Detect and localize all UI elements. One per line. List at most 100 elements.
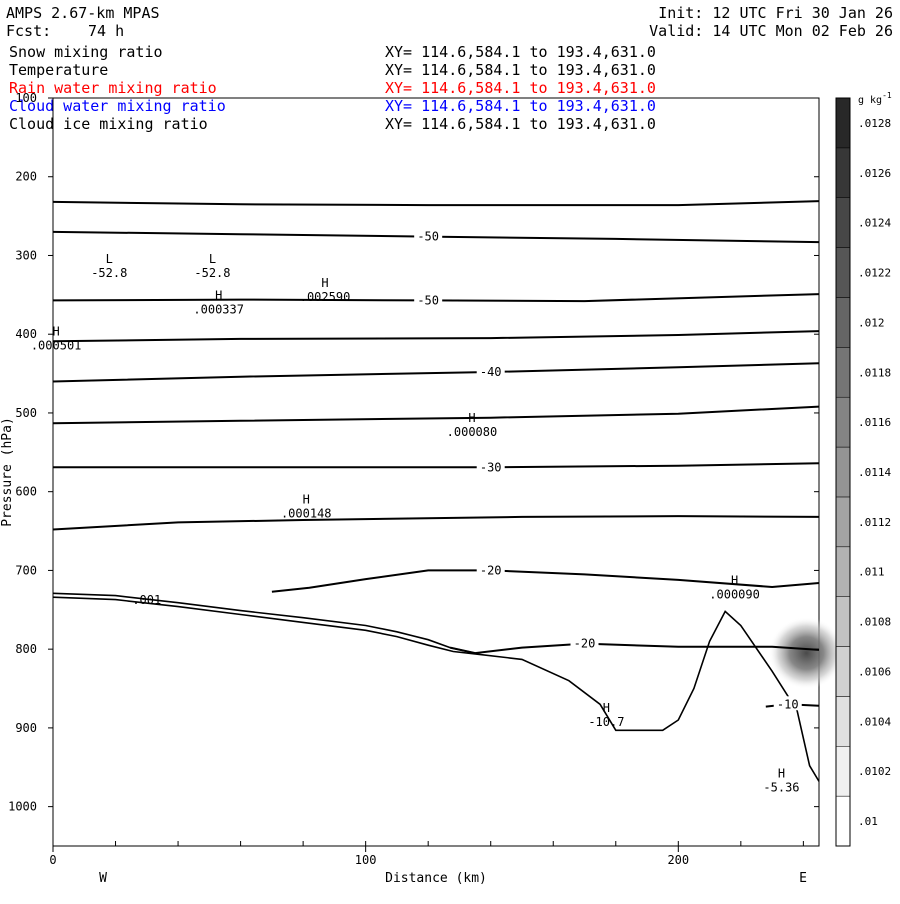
colorbar-tick-12: .0124 [858, 217, 891, 230]
field-xy-0: XY= 114.6,584.1 to 193.4,631.0 [385, 43, 656, 61]
y-tick-label-0: 100 [15, 91, 37, 105]
contour-label-bg-10 [773, 696, 802, 711]
extremum-value-3: .002590 [300, 290, 351, 304]
colorbar-tick-3: .0106 [858, 665, 891, 678]
colorbar-tick-11: .0122 [858, 267, 891, 280]
extremum-value-7: .000090 [709, 587, 760, 601]
colorbar-bin-8 [835, 396, 851, 448]
x-axis: 0 100 200 [49, 841, 804, 867]
colorbar-tick-14: .0128 [858, 117, 891, 130]
terrain-contours [52, 592, 820, 782]
colorbar-bin-11 [835, 247, 851, 298]
extremum-value-9: -10.7 [588, 715, 624, 729]
forecast-value: 74 h [88, 22, 124, 40]
field-xy-1: XY= 114.6,584.1 to 193.4,631.0 [385, 61, 656, 79]
temperature-contour-3 [52, 330, 820, 343]
contour-label-8: -20 [480, 563, 502, 577]
field-name-0: Snow mixing ratio [9, 43, 163, 61]
colorbar-tick-9: .0118 [858, 366, 891, 379]
contour-label-bg-4 [476, 364, 505, 379]
temperature-contour-7 [52, 515, 820, 531]
extremum-letter-7: H [731, 573, 738, 587]
extremum-letter-2: H [215, 288, 222, 302]
x-tick-label-2: 200 [667, 853, 689, 867]
temperature-contour-9 [449, 642, 820, 655]
y-axis-title: Pressure (hPa) [0, 417, 15, 527]
contour-label-bg-8 [476, 562, 505, 577]
y-axis: 100 200 300 400 500 600 700 800 900 1000 [8, 91, 819, 814]
y-tick-label-2: 300 [15, 248, 37, 262]
field-name-2: Rain water mixing ratio [9, 79, 217, 97]
x-tick-label-0: 0 [49, 853, 56, 867]
colorbar-bin-13 [835, 147, 851, 198]
x-axis-title: Distance (km) [385, 871, 487, 886]
contour-label-4: -40 [480, 365, 502, 379]
extremum-letter-3: H [321, 276, 328, 290]
colorbar-bin-3 [835, 646, 851, 697]
extremum-value-8: .001 [132, 593, 161, 607]
colorbar-tick-13: .0126 [858, 167, 891, 180]
y-tick-label-4: 500 [15, 406, 37, 420]
colorbar-bin-0 [835, 795, 851, 847]
temperature-contour-4 [52, 362, 820, 383]
temperature-contour-6 [53, 462, 820, 469]
temperature-contour-5 [52, 405, 820, 425]
contour-label-1: -50 [417, 230, 439, 244]
snow-mixing-ratio-shading [768, 617, 845, 690]
colorbar-tick-6: .0112 [858, 516, 891, 529]
extremum-letter-9: H [603, 701, 610, 715]
temperature-contours [52, 200, 820, 708]
extremum-letter-10: H [778, 766, 785, 780]
extremum-value-0: -52.8 [91, 266, 127, 280]
contour-label-bg-2 [414, 292, 443, 307]
extremum-value-2: .000337 [193, 302, 244, 316]
field-name-4: Cloud ice mixing ratio [9, 115, 208, 133]
field-xy-3: XY= 114.6,584.1 to 193.4,631.0 [385, 97, 656, 115]
extremum-value-10: -5.36 [763, 780, 799, 794]
extremum-letter-5: H [468, 411, 475, 425]
terrain-contour-0 [52, 592, 476, 654]
contour-label-2: -50 [417, 293, 439, 307]
extremum-value-4: .000501 [31, 339, 82, 353]
colorbar-tick-2: .0104 [858, 715, 891, 728]
extremum-value-6: .000148 [281, 506, 332, 520]
contour-label-10: -10 [777, 697, 799, 711]
field-xy-4: XY= 114.6,584.1 to 193.4,631.0 [385, 115, 656, 133]
colorbar-bin-10 [835, 297, 851, 348]
colorbar-bin-9 [835, 347, 851, 398]
colorbar-tick-0: .01 [858, 815, 878, 828]
y-tick-label-3: 400 [15, 327, 37, 341]
colorbar-bin-14 [835, 97, 851, 149]
y-tick-label-6: 700 [15, 563, 37, 577]
field-legend: Snow mixing ratio XY= 114.6,584.1 to 193.… [9, 43, 656, 133]
y-tick-label-1: 200 [15, 170, 37, 184]
colorbar-bin-5 [835, 546, 851, 597]
colorbar-bin-4 [835, 596, 851, 647]
y-tick-label-8: 900 [15, 721, 37, 735]
plot-frame [52, 97, 820, 847]
colorbar-bin-2 [835, 696, 851, 747]
west-label: W [99, 871, 107, 886]
colorbar-unit: g kg-1 [858, 91, 892, 106]
y-tick-label-9: 1000 [8, 800, 37, 814]
extremum-letter-1: L [209, 252, 216, 266]
colorbar-tick-10: .012 [858, 316, 885, 329]
terrain-contour-1 [52, 596, 820, 782]
colorbar: .01 .0102 .0104 .0106 .0108 .011 .0112 .0114 .01… [835, 97, 891, 847]
valid-time: Valid: 14 UTC Mon 02 Feb 26 [649, 22, 893, 40]
east-label: E [799, 871, 807, 886]
extremum-value-5: .000080 [447, 425, 498, 439]
colorbar-bin-12 [835, 197, 851, 248]
field-xy-2: XY= 114.6,584.1 to 193.4,631.0 [385, 79, 656, 97]
extremum-value-1: -52.8 [194, 266, 230, 280]
extremum-letter-0: L [106, 252, 113, 266]
extremum-letter-6: H [303, 492, 310, 506]
init-time: Init: 12 UTC Fri 30 Jan 26 [658, 4, 893, 22]
contour-label-6: -30 [480, 460, 502, 474]
field-name-3: Cloud water mixing ratio [9, 97, 226, 115]
colorbar-tick-1: .0102 [858, 765, 891, 778]
y-tick-label-7: 800 [15, 642, 37, 656]
forecast-label: Fcst: [6, 22, 51, 40]
colorbar-tick-4: .0108 [858, 616, 891, 629]
contour-label-bg-6 [476, 459, 505, 474]
